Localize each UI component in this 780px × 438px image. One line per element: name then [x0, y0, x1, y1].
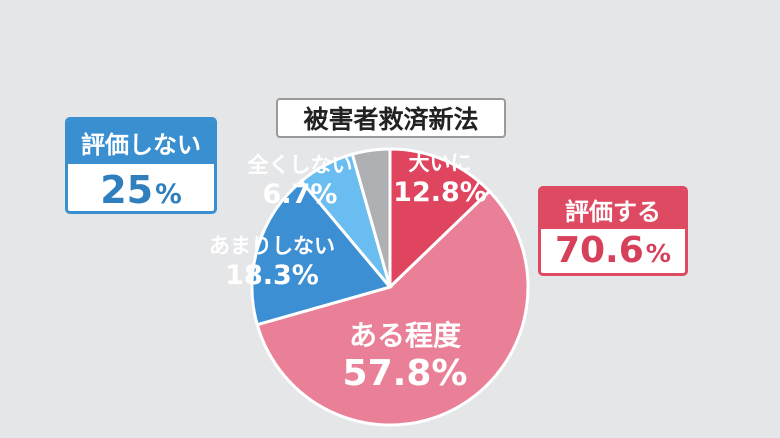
pie-slice-5 — [350, 147, 392, 288]
evaluate-number: 70.6 — [554, 230, 644, 271]
slice-label-2: ある程度 — [349, 319, 461, 352]
slice-label-4: 全くしない — [247, 153, 353, 177]
slice-label-3: あまりしない — [209, 234, 335, 258]
chart-title: 被害者救済新法 — [276, 98, 506, 138]
evaluate-badge: 評価する 70.6% — [538, 186, 688, 276]
slice-value-4: 6.7% — [263, 179, 338, 210]
evaluate-label: 評価する — [541, 189, 685, 229]
not-evaluate-unit: % — [155, 179, 182, 210]
pie-slice-1 — [388, 147, 492, 291]
not-evaluate-badge: 評価しない 25% — [65, 117, 217, 214]
pie-slice-2 — [255, 189, 530, 427]
evaluate-value: 70.6% — [541, 229, 685, 273]
slice-value-2: 57.8% — [343, 353, 468, 394]
not-evaluate-label: 評価しない — [68, 120, 214, 164]
slice-value-3: 18.3% — [225, 260, 319, 291]
pie-slice-3 — [250, 179, 393, 327]
slice-value-1: 12.8% — [393, 177, 487, 208]
not-evaluate-number: 25 — [100, 168, 154, 212]
slice-label-1: 大いに — [409, 151, 472, 175]
not-evaluate-value: 25% — [68, 164, 214, 212]
evaluate-unit: % — [645, 239, 672, 268]
